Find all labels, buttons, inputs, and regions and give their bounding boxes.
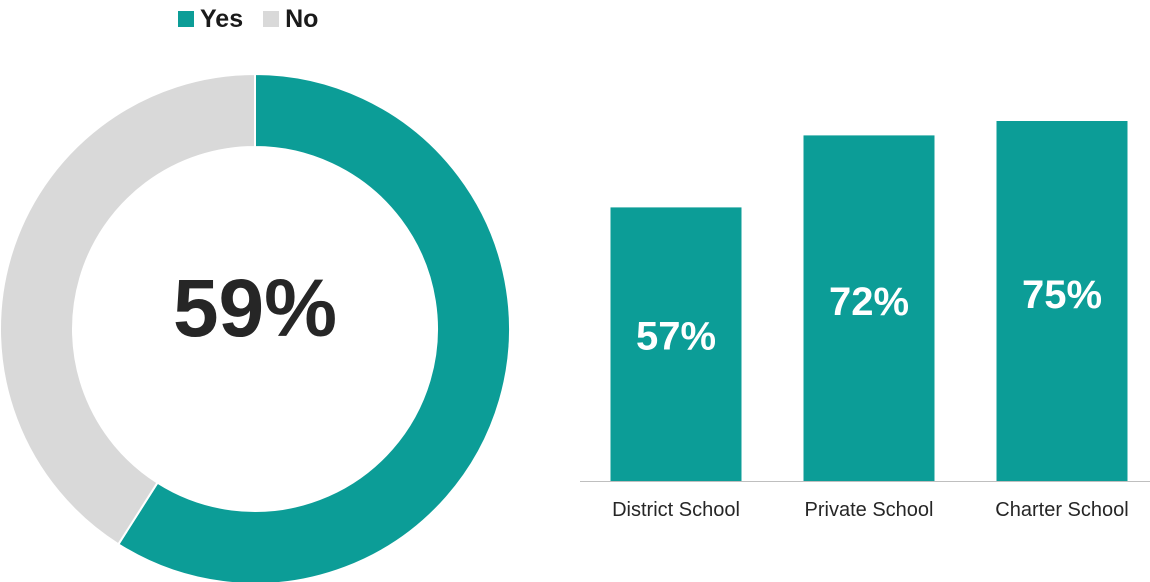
- bar-marks: [610, 121, 1128, 481]
- legend-swatch-yes: [178, 11, 194, 27]
- legend-item-no: No: [263, 5, 318, 34]
- x-tick-label: Charter School: [995, 499, 1128, 521]
- donut-slice-no: [0, 72, 256, 546]
- chart-legend: Yes No: [178, 4, 338, 34]
- bar-value-label: 57%: [636, 315, 716, 359]
- legend-item-yes: Yes: [178, 5, 243, 34]
- bar-private-school: [803, 135, 935, 481]
- donut-chart: 59%: [0, 72, 511, 582]
- donut-slices: [0, 72, 511, 582]
- donut-slice-yes: [116, 72, 511, 582]
- x-tick-label: Private School: [805, 499, 934, 521]
- legend-label-no: No: [285, 4, 319, 33]
- x-axis-ticks: District School Private School Charter Sch…: [612, 499, 1129, 521]
- donut-center-label: 59%: [173, 263, 337, 354]
- legend-swatch-no: [263, 11, 280, 27]
- bar-value-label: 72%: [829, 280, 909, 324]
- bar-district-school: [610, 207, 742, 481]
- bar-value-label: 75%: [1022, 273, 1102, 317]
- bar-data-labels: 57% 72% 75%: [636, 273, 1102, 358]
- x-tick-label: District School: [612, 499, 740, 521]
- legend-label-yes: Yes: [200, 4, 244, 33]
- bar-charter-school: [996, 121, 1128, 481]
